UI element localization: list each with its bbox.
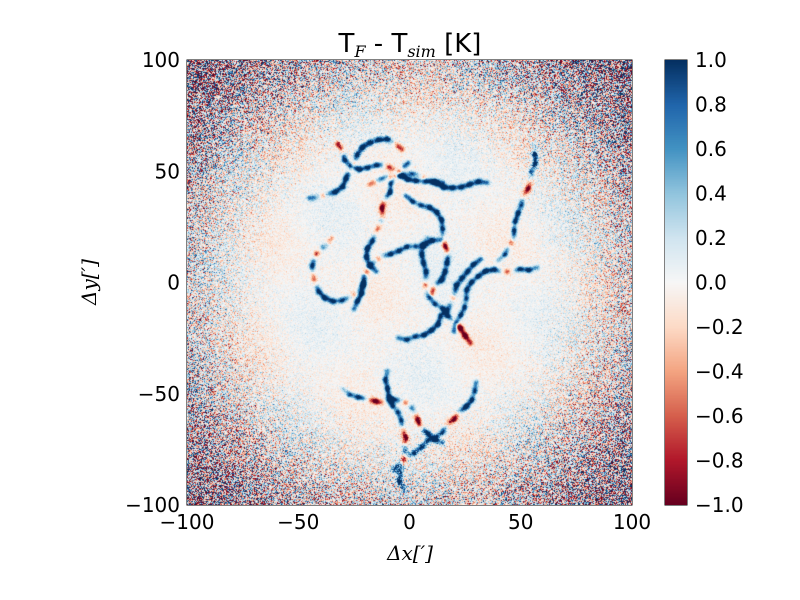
x-tick-label: 50 bbox=[508, 510, 533, 534]
colorbar-tick-label: 0.0 bbox=[695, 271, 727, 295]
colorbar-ticks: −1.0 −0.8 −0.6 −0.4 −0.2 0.0 0.2 0.4 0.6 0.8 1.0 bbox=[665, 48, 744, 517]
x-tick-label: 100 bbox=[613, 510, 651, 534]
colorbar-tick-label: 0.8 bbox=[695, 93, 727, 117]
y-tick-label: 0 bbox=[167, 271, 180, 295]
y-axis-label: Δy[′] bbox=[77, 259, 101, 306]
x-tick-label: 0 bbox=[403, 510, 416, 534]
x-tick-label: −50 bbox=[277, 510, 319, 534]
x-axis-label: Δx[′] bbox=[386, 541, 433, 565]
colorbar-tick-label: −0.6 bbox=[695, 404, 744, 428]
colorbar-tick-label: −0.8 bbox=[695, 449, 744, 473]
y-axis-ticks: −100 −50 0 50 100 bbox=[125, 48, 632, 517]
colorbar-tick-label: 0.4 bbox=[695, 182, 727, 206]
y-tick-label: −100 bbox=[125, 493, 180, 517]
colorbar-tick-label: 1.0 bbox=[695, 48, 727, 72]
colorbar-tick-label: −1.0 bbox=[695, 493, 744, 517]
heatmap-image bbox=[187, 60, 632, 505]
y-tick-label: 50 bbox=[155, 159, 180, 183]
chart-title: TF - Tsim [K] bbox=[338, 29, 482, 61]
colorbar-tick-label: 0.6 bbox=[695, 137, 727, 161]
x-tick-label: −100 bbox=[160, 510, 215, 534]
colorbar-gradient bbox=[665, 60, 687, 505]
colorbar-tick-label: −0.4 bbox=[695, 360, 744, 384]
y-tick-label: −50 bbox=[138, 382, 180, 406]
colorbar-tick-label: −0.2 bbox=[695, 315, 744, 339]
y-tick-label: 100 bbox=[142, 48, 180, 72]
colorbar-tick-label: 0.2 bbox=[695, 226, 727, 250]
